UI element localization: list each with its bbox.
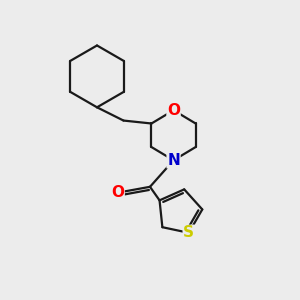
Text: O: O [111, 185, 124, 200]
Text: S: S [183, 225, 194, 240]
Text: O: O [167, 103, 180, 118]
Text: N: N [167, 153, 180, 168]
